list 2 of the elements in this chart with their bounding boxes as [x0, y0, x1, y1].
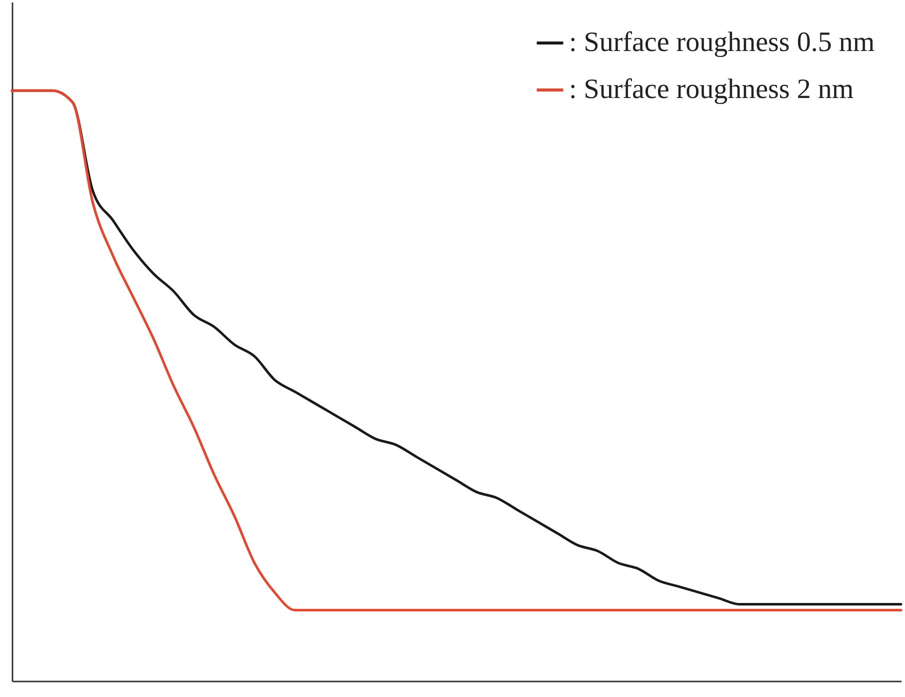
legend-label: : Surface roughness 0.5 nm: [569, 27, 875, 58]
legend-label: : Surface roughness 2 nm: [569, 74, 854, 105]
